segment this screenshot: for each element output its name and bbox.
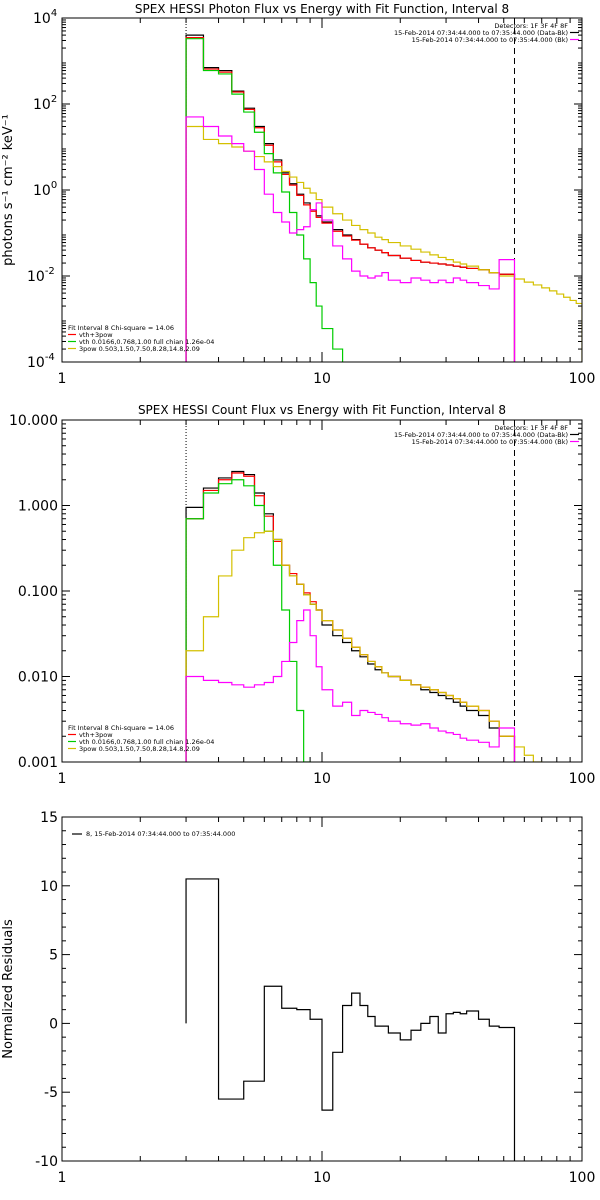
- y-tick-base: 10: [27, 269, 45, 285]
- series-line-0: [185, 470, 516, 762]
- legend-label: Fit Interval 8 Chi-square = 14.06: [68, 724, 174, 732]
- y-tick-exponent: -2: [45, 266, 55, 277]
- x-tick-label: 1: [58, 371, 67, 387]
- header-annotation: 15-Feb-2014 07:34:44.000 to 07:35:44.000…: [412, 36, 568, 44]
- y-tick-exponent: 2: [51, 94, 57, 105]
- series-line-1: [185, 37, 516, 362]
- header-annotation: 15-Feb-2014 07:34:44.000 to 07:35:44.000…: [394, 29, 568, 37]
- legend-label: vth 0.0166,0.768,1.00 full chian 1.26e-0…: [79, 738, 214, 746]
- y-tick-label: 10.000: [9, 413, 58, 429]
- header-annotation: Detectors: 1F 3F 4F 8F: [494, 22, 568, 30]
- chart-panel-3: Normalized Residuals -10 -5 0 5 10 15 1 10 100 8, …: [1, 810, 596, 1186]
- x-tick-label: 10: [313, 771, 331, 787]
- x-tick-label: 1: [58, 1170, 67, 1186]
- series-line-0: [185, 878, 516, 1161]
- y-tick-base: 10: [33, 97, 51, 113]
- y-tick-exponent: -4: [45, 352, 55, 363]
- legend-label: vth+3pow: [79, 731, 113, 739]
- y-tick-exponent: 4: [51, 8, 57, 19]
- y-tick-base: 10: [33, 183, 51, 199]
- series-group: [185, 34, 582, 362]
- chart-title: SPEX HESSI Photon Flux vs Energy with Fi…: [135, 2, 509, 16]
- legend-label: 3pow 0.503,1.50,7.50,8.28,14.8,2.09: [79, 745, 200, 753]
- y-tick-label: -10: [35, 1154, 58, 1170]
- legend-label: 8, 15-Feb-2014 07:34:44.000 to 07:35:44.…: [86, 830, 235, 838]
- x-tick-label: 10: [313, 371, 331, 387]
- series-line-0: [185, 34, 516, 362]
- y-tick-exponent: 0: [51, 180, 57, 191]
- series-line-1: [185, 472, 516, 762]
- chart-panel-2: SPEX HESSI Count Flux vs Energy with Fit…: [9, 403, 596, 787]
- legend-label: Fit Interval 8 Chi-square = 14.06: [68, 324, 174, 332]
- plot-frame: [61, 816, 583, 1162]
- x-tick-label: 10: [313, 1170, 331, 1186]
- header-annotation: Detectors: 1F 3F 4F 8F: [494, 424, 568, 432]
- series-line-4: [185, 609, 516, 762]
- header-annotation: 15-Feb-2014 07:34:44.000 to 07:35:44.000…: [412, 438, 568, 446]
- x-tick-label: 100: [569, 371, 596, 387]
- plot-frame: [61, 17, 583, 363]
- x-tick-label: 100: [569, 1170, 596, 1186]
- y-axis-label: photons s⁻¹ cm⁻² keV⁻¹: [1, 114, 16, 266]
- series-group: [185, 878, 516, 1161]
- y-tick-label: 0: [49, 1016, 58, 1032]
- series-line-2: [185, 38, 344, 362]
- series-line-3: [185, 125, 582, 362]
- y-tick-label: 0.100: [18, 584, 58, 600]
- chart-panel-1: SPEX HESSI Photon Flux vs Energy with Fi…: [1, 2, 596, 387]
- y-tick-base: 10: [27, 355, 45, 371]
- y-tick-label: 104: [33, 8, 57, 27]
- y-tick-label: 102: [33, 94, 57, 113]
- y-tick-label: 10: [40, 879, 58, 895]
- series-line-3: [185, 530, 543, 762]
- x-tick-label: 100: [569, 771, 596, 787]
- y-tick-label: 15: [40, 810, 58, 826]
- y-tick-label: 1.000: [18, 499, 58, 515]
- y-axis-label: Normalized Residuals: [1, 919, 16, 1059]
- chart-title: SPEX HESSI Count Flux vs Energy with Fit…: [138, 403, 506, 417]
- series-group: [185, 470, 543, 762]
- legend-label: vth 0.0166,0.768,1.00 full chian 1.26e-0…: [79, 338, 214, 346]
- y-tick-label: 10-2: [27, 266, 55, 285]
- y-tick-base: 10: [33, 11, 51, 27]
- series-line-4: [185, 116, 516, 362]
- x-tick-label: 1: [58, 771, 67, 787]
- y-tick-label: 100: [33, 180, 57, 199]
- y-tick-label: 10-4: [27, 352, 55, 371]
- header-annotation: 15-Feb-2014 07:34:44.000 to 07:35:44.000…: [394, 431, 568, 439]
- y-tick-label: 0.010: [18, 670, 58, 686]
- y-tick-label: 0.001: [18, 755, 58, 771]
- legend-label: 3pow 0.503,1.50,7.50,8.28,14.8,2.09: [79, 345, 200, 353]
- y-tick-label: 5: [49, 948, 58, 964]
- y-tick-label: -5: [44, 1085, 58, 1101]
- legend-label: vth+3pow: [79, 331, 113, 339]
- plot-frame: [61, 419, 583, 763]
